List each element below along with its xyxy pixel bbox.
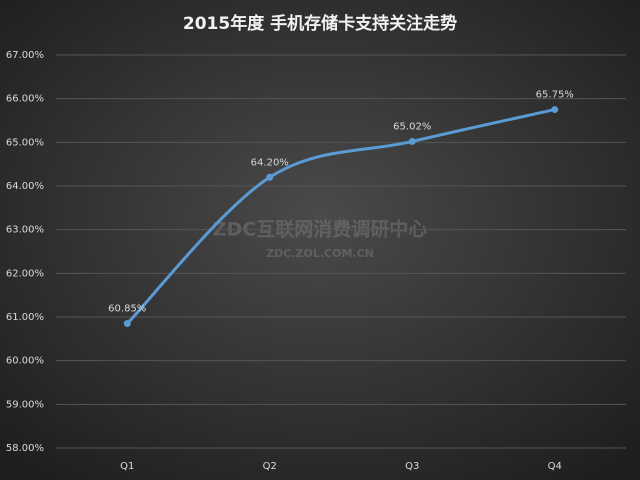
- series-line: [125, 108, 557, 326]
- y-tick-label: 59.00%: [6, 399, 44, 410]
- point: [551, 106, 559, 114]
- x-tick-label: Q3: [405, 461, 419, 472]
- data-label: 65.75%: [536, 90, 574, 101]
- y-tick-label: 63.00%: [6, 225, 44, 236]
- y-tick-label: 58.00%: [6, 443, 44, 454]
- point: [123, 320, 131, 328]
- point: [266, 173, 274, 181]
- data-label: 60.85%: [108, 304, 146, 315]
- y-tick-label: 65.00%: [6, 137, 44, 148]
- x-tick-label: Q2: [263, 461, 277, 472]
- y-tick-label: 61.00%: [6, 312, 44, 323]
- x-tick-label: Q4: [548, 461, 562, 472]
- y-tick-label: 64.00%: [6, 181, 44, 192]
- y-tick-label: 62.00%: [6, 268, 44, 279]
- data-label: 65.02%: [393, 121, 431, 132]
- watermark: ZDC互联网消费调研中心: [213, 218, 428, 241]
- y-tick-label: 66.00%: [6, 94, 44, 105]
- y-tick-label: 67.00%: [6, 50, 44, 61]
- x-tick-label: Q1: [120, 461, 134, 472]
- y-tick-label: 60.00%: [6, 356, 44, 367]
- chart-title: 2015年度 手机存储卡支持关注走势: [183, 13, 457, 34]
- data-label: 64.20%: [251, 157, 289, 168]
- point: [408, 137, 416, 145]
- watermark: ZDC.ZOL.COM.CN: [266, 247, 374, 260]
